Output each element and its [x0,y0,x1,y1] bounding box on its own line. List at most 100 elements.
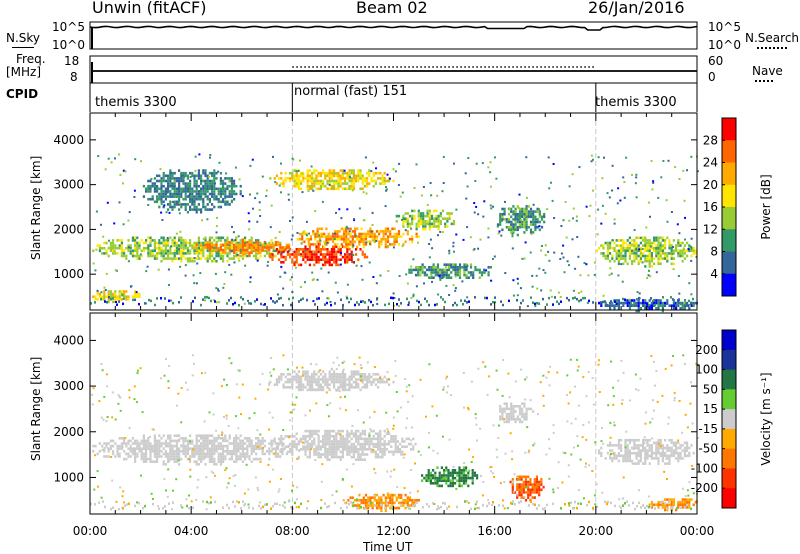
x-axis: 00:00 04:00 08:00 12:00 16:00 20:00 00:00 [73,524,715,538]
power-colorbar-tick-label-6: 8 [710,245,718,259]
power-colorbar-swatch-5 [722,207,736,230]
velocity-colorbar-tick-label-2: 100 [695,363,718,377]
power-panel-near-range-band [90,296,698,307]
power-colorbar-swatch-6 [722,229,736,252]
velocity-colorbar-tick-label-6: -50 [698,442,718,456]
power-colorbar-swatch-2 [722,140,736,163]
velocity-panel-region-6 [499,402,535,424]
velocity-colorbar-swatch-9 [722,488,736,509]
freq-strip-frame [89,55,698,84]
nsearch-label: N.Search [745,31,800,45]
velocity-colorbar-tick-label-3: 50 [703,382,718,396]
power-colorbar-swatch-4 [722,184,736,208]
nsky-tick-top: 10^5 [52,20,85,34]
nsky-label: N.Sky [6,31,41,45]
velocity-colorbar-swatch-2 [722,349,736,371]
velocity-colorbar-swatch-5 [722,409,736,430]
power-panel-ytick-label-3: 3000 [53,178,84,192]
velocity-panel-background [90,313,697,514]
velocity-colorbar-swatch-8 [722,468,736,489]
x-tick-label-6: 20:00 [579,524,614,538]
power-colorbar-swatch-8 [722,273,736,297]
power-panel-region-4 [269,242,369,267]
nave-tick-top: 60 [708,54,724,68]
power-panel-region-8 [408,263,492,279]
velocity-ylabel: Slant Range [km] [29,356,43,461]
velocity-colorbar-swatch-3 [722,369,736,390]
velocity-panel-region-2 [271,429,417,461]
x-tick-label-5: 16:00 [477,524,512,538]
velocity-panel-ytick-label-4: 4000 [53,333,84,347]
date-title: 26/Jan/2016 [588,0,685,17]
velocity-colorbar-tick-label-8: -200 [691,481,718,495]
cpid-segment-1: themis 3300 [95,95,177,110]
velocity-colorbar-swatch-4 [722,389,736,410]
top-strips [89,21,698,112]
velocity-colorbar-tick-label-4: 15 [703,402,718,416]
nsearch-dotted-line [757,47,787,49]
power-panel-region-7 [395,209,456,231]
nsky-underline [12,47,34,48]
freq-label-line1: Freq. [16,52,46,66]
x-tick-label-2: 04:00 [174,524,209,538]
power-panel-region-2 [92,290,141,304]
power-panel-ytick-label-4: 4000 [53,133,84,147]
velocity-colorbar-tick-label-1: 200 [695,343,718,357]
power-colorbar-tick-label-5: 12 [703,222,718,236]
power-ylabel: Slant Range [km] [29,155,43,260]
nsky-trace [89,25,698,31]
velocity-colorbar: 200 100 50 15 -15 -50 -100 -200 [691,329,737,509]
velocity-panel-region-8 [648,498,697,512]
velocity-colorbar-swatch-1 [722,330,736,351]
power-colorbar-tick-label-4: 16 [703,200,718,214]
power-panel-ytick-label-2: 2000 [53,222,84,236]
beam-title: Beam 02 [356,0,428,17]
velocity-panel-ytick-label-2: 2000 [53,425,84,439]
x-tick-label-7: 00:00 [680,524,715,538]
velocity-colorbar-swatch-6 [722,428,736,450]
velocity-panel-region-7 [598,438,695,465]
velocity-panel-ytick-label-3: 3000 [53,379,84,393]
power-colorbar-tick-label-1: 28 [703,133,718,147]
velocity-panel-region-9 [269,367,395,392]
freq-tick-top: 18 [64,54,80,68]
velocity-colorbar-frame [721,329,737,509]
velocity-colorbar-swatch-7 [722,448,736,469]
cpid-label: CPID [6,87,39,101]
velocity-colorbar-tick-label-5: -15 [698,422,718,436]
power-panel-region-5 [296,227,420,249]
power-panel-speckle [92,153,699,308]
nsky-strip-frame [89,21,698,50]
velocity-colorbar-label: Velocity [m s⁻¹] [759,372,773,466]
power-panel-region-3 [193,238,291,257]
freq-tick-bottom: 8 [70,70,78,84]
power-panel-region-6 [269,169,395,191]
power-panel-background [90,113,697,310]
power-colorbar-swatch-3 [722,162,736,186]
power-colorbar-swatch-1 [722,118,736,141]
power-panel-ytick-label-1: 1000 [53,267,84,281]
power-panel-region-10 [595,236,697,268]
nave-dotted-line [755,80,773,82]
power-colorbar-label: Power [dB] [759,174,773,240]
nsky-tick-bottom: 10^0 [52,38,85,52]
power-colorbar-tick-label-3: 20 [703,178,718,192]
power-colorbar-tick-label-2: 24 [703,156,718,170]
velocity-panel-ytick-label-1: 1000 [53,470,84,484]
cpid-segment-3: themis 3300 [595,95,677,110]
nave-tick-bottom: 0 [708,70,716,84]
nave-label: Nave [752,64,783,78]
nsearch-tick-bottom: 10^0 [708,38,741,52]
station-title: Unwin (fitACF) [92,0,207,17]
power-colorbar-tick-label-7: 4 [710,267,718,281]
power-colorbar: 28 24 20 16 12 8 4 [703,117,737,297]
power-colorbar-swatch-7 [722,251,736,275]
velocity-panel-speckle [91,354,699,511]
velocity-panel-region-3 [421,466,479,488]
cpid-segment-2: normal (fast) 151 [294,84,408,99]
nsearch-tick-top: 10^5 [708,20,741,34]
velocity-panel-region-1 [92,434,293,466]
velocity-colorbar-tick-label-7: -100 [691,461,718,475]
x-tick-label-3: 08:00 [275,524,310,538]
